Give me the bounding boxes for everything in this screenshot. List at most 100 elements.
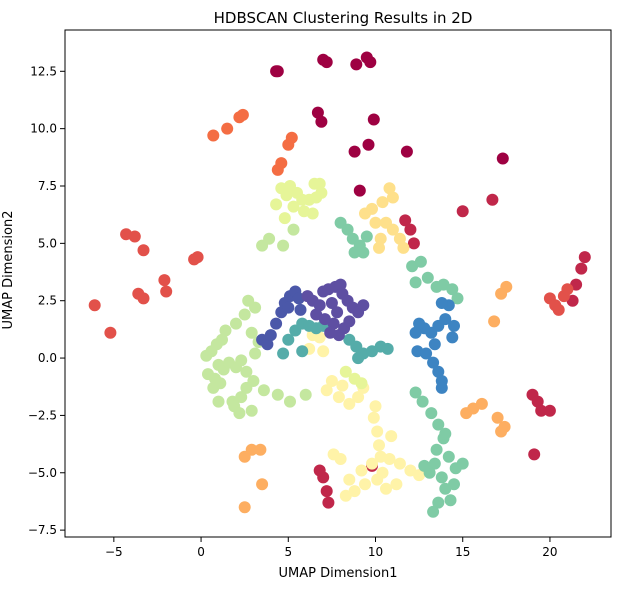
- data-point: [355, 464, 368, 477]
- data-point: [247, 375, 260, 387]
- data-point: [414, 255, 427, 268]
- data-point: [435, 381, 448, 394]
- data-point: [407, 237, 420, 250]
- data-point: [448, 478, 460, 491]
- data-point: [488, 315, 501, 328]
- chart-title: HDBSCAN Clustering Results in 2D: [214, 9, 473, 27]
- data-point: [277, 347, 290, 360]
- x-tick-label: 20: [542, 545, 557, 559]
- data-point: [230, 317, 242, 330]
- data-point: [439, 427, 452, 440]
- data-point: [343, 397, 356, 410]
- points-layer: [88, 51, 591, 518]
- data-point: [435, 471, 448, 484]
- data-point: [280, 189, 293, 202]
- data-point: [409, 326, 422, 339]
- data-point: [261, 338, 274, 351]
- data-point: [409, 276, 422, 289]
- data-point: [296, 345, 309, 358]
- y-tick-label: −2.5: [28, 408, 57, 422]
- data-point: [393, 457, 406, 470]
- data-point: [160, 285, 173, 298]
- data-point: [282, 301, 295, 314]
- data-point: [254, 443, 267, 456]
- data-point: [238, 308, 251, 321]
- data-point: [322, 496, 335, 509]
- data-point: [315, 115, 328, 128]
- data-point: [385, 430, 398, 443]
- data-point: [383, 182, 396, 195]
- data-point: [435, 297, 448, 309]
- data-point: [432, 496, 445, 509]
- data-point: [325, 297, 338, 309]
- data-point: [399, 214, 412, 227]
- data-point: [137, 244, 150, 257]
- data-point: [287, 223, 300, 236]
- y-axis-ticks: −7.5 −5.0 −2.5 0.0 2.5 5.0 7.5 10.0 12.5: [28, 64, 65, 537]
- y-tick-label: 0.0: [38, 351, 57, 365]
- data-point: [371, 425, 384, 438]
- data-point: [207, 129, 220, 142]
- data-point: [427, 356, 440, 369]
- data-point: [442, 450, 455, 463]
- data-point: [359, 478, 371, 491]
- data-point: [404, 223, 417, 236]
- data-point: [528, 448, 541, 461]
- data-point: [249, 347, 262, 360]
- data-point: [380, 482, 392, 495]
- data-point: [339, 489, 352, 502]
- data-point: [367, 113, 380, 126]
- data-point: [287, 200, 300, 213]
- data-point: [409, 386, 422, 399]
- data-point: [245, 404, 258, 417]
- data-point: [420, 347, 433, 360]
- data-point: [393, 232, 406, 245]
- data-point: [353, 184, 366, 197]
- data-point: [341, 223, 354, 236]
- data-point: [376, 196, 389, 209]
- data-point: [219, 324, 232, 337]
- data-point: [437, 278, 450, 291]
- data-point: [531, 395, 544, 408]
- data-point: [428, 338, 441, 351]
- data-point: [191, 251, 204, 264]
- data-point: [561, 283, 574, 296]
- data-point: [491, 411, 504, 424]
- data-point: [357, 299, 370, 312]
- data-point: [439, 313, 452, 326]
- data-point: [233, 407, 246, 420]
- data-point: [360, 230, 373, 243]
- data-point: [535, 404, 548, 417]
- data-point: [578, 251, 591, 264]
- data-point: [348, 246, 361, 259]
- x-axis-ticks: −5 0 5 10 15 20: [105, 537, 558, 559]
- data-point: [285, 131, 298, 144]
- x-axis-label: UMAP Dimension1: [279, 566, 398, 581]
- data-point: [496, 152, 509, 165]
- data-point: [432, 418, 445, 431]
- data-point: [339, 365, 352, 378]
- data-point: [498, 420, 511, 433]
- data-point: [343, 473, 356, 486]
- data-point: [386, 223, 399, 236]
- data-point: [88, 299, 101, 312]
- data-point: [256, 478, 269, 491]
- data-point: [446, 331, 459, 344]
- data-point: [158, 274, 171, 287]
- data-point: [271, 388, 284, 401]
- data-point: [430, 443, 443, 456]
- y-tick-label: −5.0: [28, 466, 57, 480]
- data-point: [318, 313, 331, 326]
- data-point: [364, 56, 377, 69]
- data-point: [336, 379, 349, 392]
- data-point: [236, 108, 249, 121]
- data-point: [137, 292, 150, 305]
- data-point: [320, 384, 333, 397]
- data-point: [446, 283, 459, 296]
- data-point: [451, 292, 464, 305]
- data-point: [369, 216, 382, 229]
- data-point: [270, 317, 283, 330]
- data-point: [264, 329, 277, 342]
- data-point: [271, 65, 284, 78]
